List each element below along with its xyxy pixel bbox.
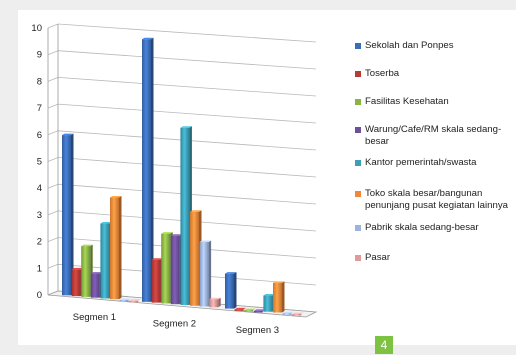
x-tick-label: Segmen 2	[153, 318, 196, 329]
bar	[244, 308, 256, 312]
y-tick-label: 6	[37, 130, 42, 141]
bar	[209, 297, 221, 308]
bar	[292, 312, 304, 316]
bar	[273, 281, 285, 313]
page-number-badge: 4	[375, 336, 393, 354]
gridline	[57, 23, 317, 43]
bar	[234, 307, 247, 311]
gridline-depth	[47, 103, 59, 109]
bar	[129, 299, 141, 303]
legend-swatch	[355, 255, 361, 261]
bar	[62, 133, 74, 296]
bar	[282, 311, 295, 315]
legend-label: Warung/Cafe/RM skala sedang-besar	[365, 124, 502, 147]
legend-swatch	[355, 191, 361, 197]
y-tick-label: 0	[37, 290, 42, 301]
y-tick-label: 3	[37, 210, 42, 221]
gridline	[57, 103, 317, 124]
gridline-depth	[47, 77, 59, 82]
legend-label: Pasar	[365, 252, 391, 263]
legend-swatch	[355, 225, 361, 231]
gridline-depth	[47, 50, 59, 56]
legend-label: Fasilitas Kesehatan	[365, 96, 449, 107]
gridline	[57, 77, 317, 97]
gridline-depth	[47, 237, 59, 242]
gridline	[57, 50, 317, 70]
legend-label: Kantor pemerintah/swasta	[365, 157, 477, 168]
y-tick-label: 5	[37, 157, 42, 168]
bar	[142, 37, 154, 302]
y-tick-label: 1	[37, 263, 42, 274]
y-tick-label: 2	[37, 237, 42, 248]
x-tick-label: Segmen 1	[73, 312, 116, 323]
bar	[199, 240, 212, 307]
legend-label: Toko skala besar/bangunan penunjang pusa…	[365, 188, 508, 211]
legend-label: Pabrik skala sedang-besar	[365, 222, 479, 233]
legend-label: Toserba	[365, 68, 400, 79]
bar	[225, 272, 237, 309]
legend-swatch	[355, 43, 361, 49]
bar	[110, 196, 122, 300]
y-tick-label: 9	[37, 50, 42, 61]
gridline-depth	[47, 157, 59, 162]
y-tick-label: 10	[31, 23, 42, 34]
gridline-depth	[47, 183, 59, 189]
gridline-depth	[47, 263, 59, 269]
y-tick-label: 8	[37, 76, 42, 87]
gridline-depth	[47, 130, 59, 136]
gridline-depth	[47, 210, 59, 216]
y-tick-label: 7	[37, 103, 42, 114]
legend-swatch	[355, 160, 361, 166]
x-tick-label: Segmen 3	[236, 325, 279, 336]
bar	[119, 298, 132, 302]
bar	[253, 309, 266, 313]
gridline-depth	[47, 23, 59, 29]
legend-swatch	[355, 99, 361, 105]
y-tick-label: 4	[37, 183, 42, 194]
legend-swatch	[355, 127, 361, 133]
legend-swatch	[355, 71, 361, 77]
legend-label: Sekolah dan Ponpes	[365, 40, 454, 51]
